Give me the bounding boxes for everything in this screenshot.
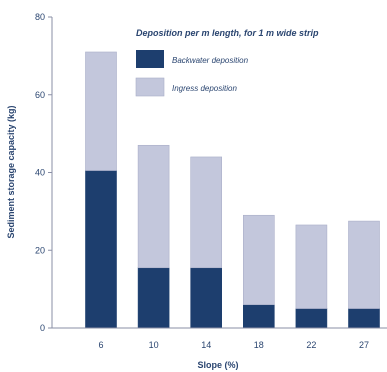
y-tick-label: 0: [40, 323, 45, 333]
bar-segment-backwater: [348, 308, 380, 329]
y-tick-label: 80: [35, 12, 45, 22]
bar-segment-ingress: [85, 51, 117, 171]
legend-label-backwater: Backwater deposition: [172, 56, 249, 65]
bars: [85, 51, 380, 329]
x-axis-ticks: 6 10 14 18 22 27: [98, 340, 369, 350]
y-axis-label: Sediment storage capacity (kg): [6, 105, 16, 238]
legend-title: Deposition per m length, for 1 m wide st…: [136, 28, 319, 38]
bar-segment-ingress: [190, 156, 222, 269]
x-tick-label: 22: [306, 340, 316, 350]
x-tick-label: 10: [149, 340, 159, 350]
bar-segment-backwater: [137, 267, 170, 329]
bar-segment-ingress: [137, 144, 170, 269]
bar-segment-ingress: [295, 224, 328, 309]
bar-segment-backwater: [85, 170, 117, 329]
legend-label-ingress: Ingress deposition: [172, 84, 237, 93]
bar-segment-ingress: [348, 220, 380, 309]
bar-segment-backwater: [295, 308, 328, 329]
x-tick-label: 18: [254, 340, 264, 350]
bar-segment-backwater: [243, 304, 275, 329]
legend-swatch-backwater: [136, 50, 164, 68]
x-tick-label: 14: [201, 340, 211, 350]
y-tick-label: 20: [35, 245, 45, 255]
y-axis-ticks: 0 20 40 60 80: [35, 12, 52, 333]
x-axis-label: Slope (%): [197, 360, 238, 370]
y-tick-label: 40: [35, 168, 45, 178]
x-tick-label: 6: [98, 340, 103, 350]
legend-swatch-ingress: [135, 77, 165, 97]
bar-segment-backwater: [190, 267, 222, 329]
y-tick-label: 60: [35, 90, 45, 100]
legend: Deposition per m length, for 1 m wide st…: [135, 28, 319, 97]
bar-segment-ingress: [243, 214, 275, 305]
x-tick-label: 27: [359, 340, 369, 350]
